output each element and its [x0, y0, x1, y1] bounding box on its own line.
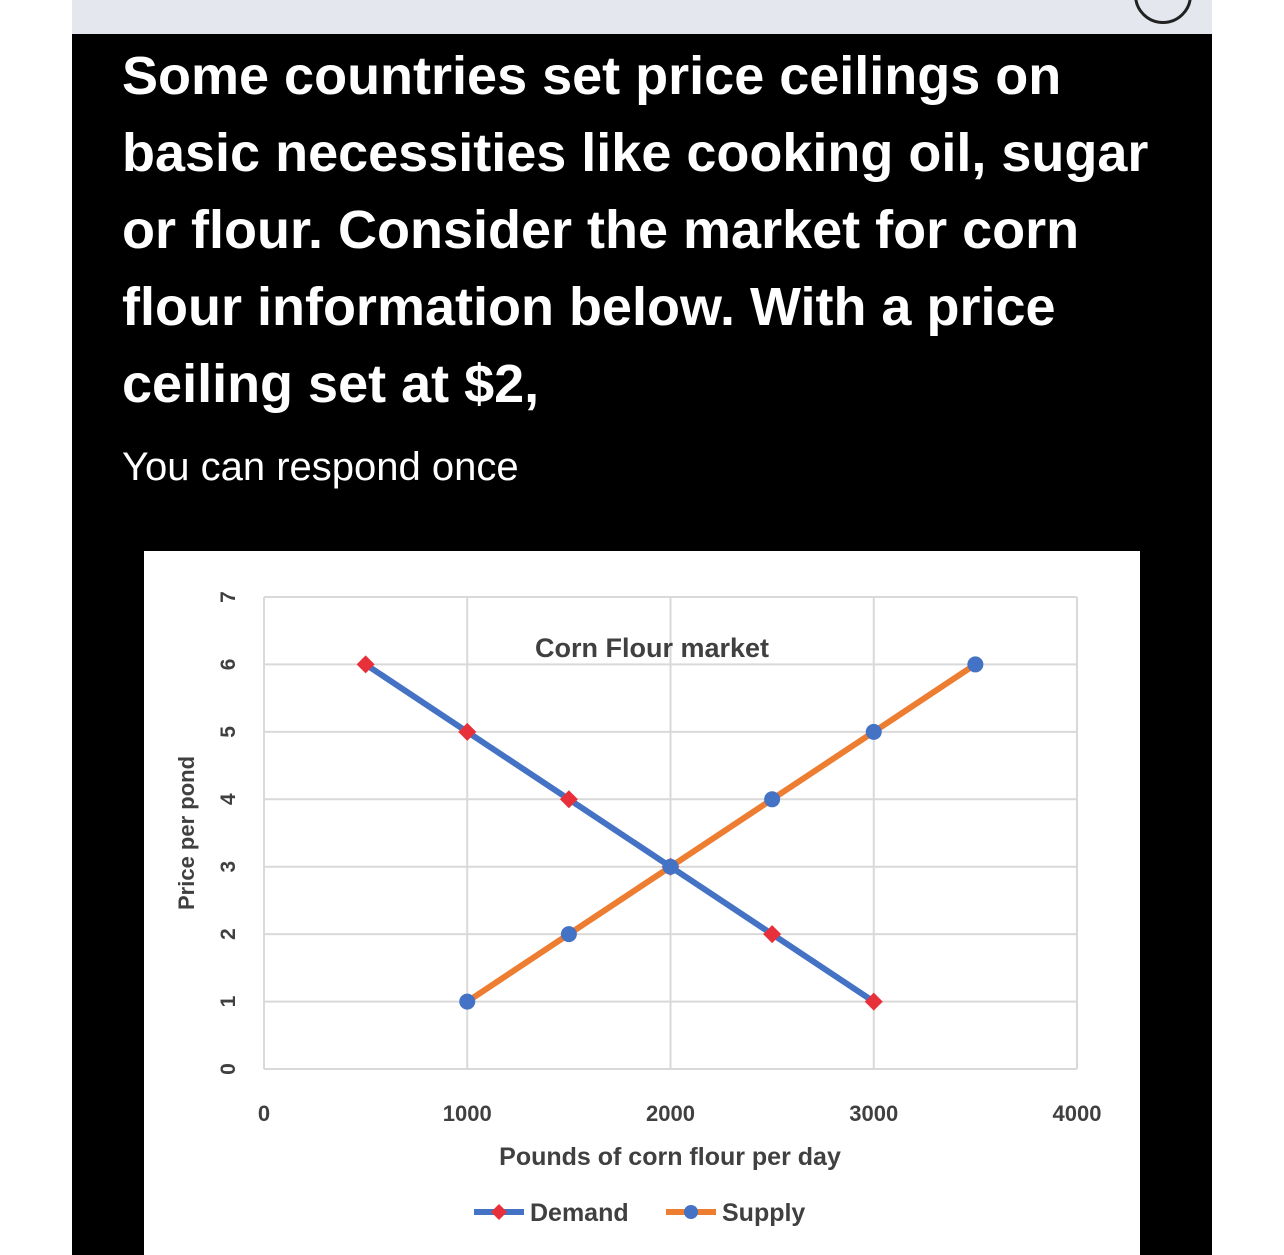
- legend-demand-marker: [491, 1204, 507, 1220]
- demand-point: [864, 992, 883, 1011]
- y-tick-label: 1: [217, 995, 240, 1007]
- y-tick-label: 0: [217, 1063, 240, 1075]
- chart-container: 0 1 2 3 4 5 6 7 0 1000 2000 3000 4000 Corn Flour mark…: [144, 551, 1140, 1255]
- legend-supply-marker: [684, 1205, 698, 1219]
- response-note: You can respond once: [122, 445, 519, 489]
- corn-flour-chart: 0 1 2 3 4 5 6 7 0 1000 2000 3000 4000 Corn Flour mark…: [174, 591, 1102, 1227]
- supply-point: [662, 858, 679, 875]
- demand-point: [763, 925, 782, 944]
- supply-point: [967, 656, 984, 673]
- supply-point: [459, 993, 476, 1010]
- circle-icon[interactable]: [1134, 0, 1192, 24]
- x-tick-label: 1000: [443, 1101, 492, 1126]
- y-tick-label: 4: [217, 793, 240, 805]
- supply-point: [560, 926, 577, 943]
- supply-point: [764, 791, 781, 808]
- legend-supply-label: Supply: [722, 1199, 805, 1227]
- demand-point: [356, 655, 375, 674]
- demand-point: [559, 790, 578, 809]
- legend-demand-label: Demand: [530, 1199, 629, 1227]
- y-tick-label: 5: [217, 726, 240, 738]
- chart-title: Corn Flour market: [535, 633, 769, 663]
- demand-point: [458, 722, 477, 741]
- demand-line: [363, 661, 876, 1005]
- y-tick-label: 3: [217, 861, 240, 873]
- x-axis-label: Pounds of corn flour per day: [499, 1143, 841, 1171]
- x-tick-label: 4000: [1053, 1101, 1102, 1126]
- supply-line: [465, 661, 978, 1005]
- y-tick-label: 2: [217, 928, 240, 940]
- y-tick-label: 6: [217, 659, 240, 671]
- question-panel: Some countries set price ceilings on bas…: [72, 34, 1212, 1255]
- supply-point: [865, 723, 882, 740]
- x-tick-label: 0: [258, 1101, 270, 1126]
- y-axis-label: Price per pond: [174, 756, 199, 910]
- y-tick-label: 7: [217, 591, 240, 603]
- x-tick-label: 3000: [849, 1101, 898, 1126]
- question-text: Some countries set price ceilings on bas…: [122, 46, 1149, 414]
- x-tick-label: 2000: [646, 1101, 695, 1126]
- top-header-strip: [72, 0, 1212, 34]
